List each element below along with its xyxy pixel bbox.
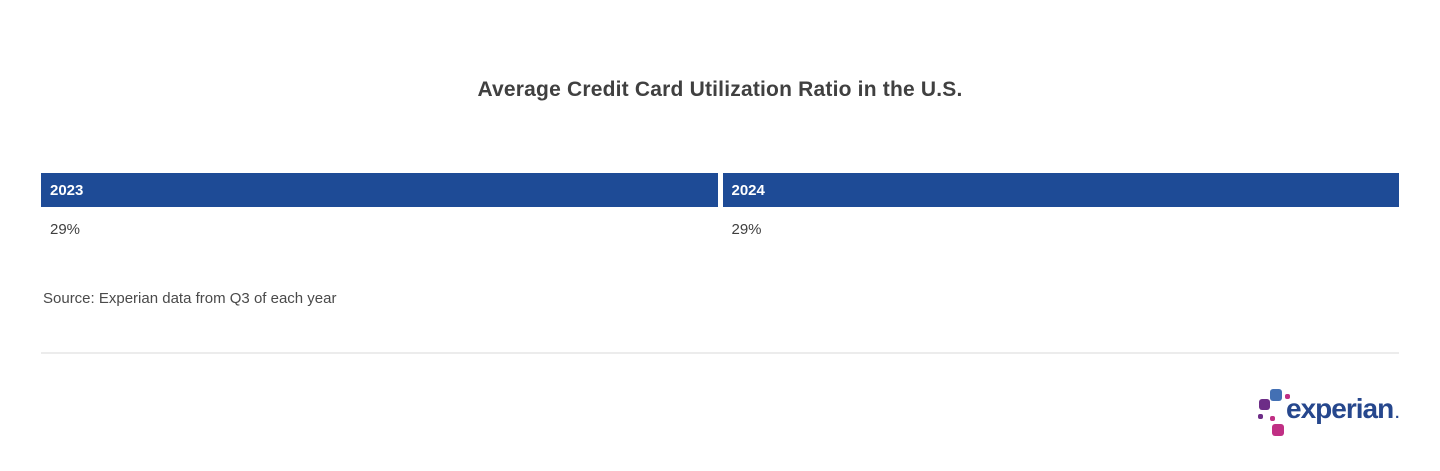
table-header-2024: 2024 — [722, 173, 1399, 207]
logo-magenta-dot-2-icon — [1270, 416, 1275, 421]
source-note: Source: Experian data from Q3 of each ye… — [43, 290, 337, 307]
table-header-2023: 2023 — [41, 173, 718, 207]
utilization-table: 2023 2024 29% 29% — [41, 173, 1399, 238]
table-value-2023: 29% — [50, 221, 81, 238]
logo-purple-dot-icon — [1258, 414, 1263, 419]
experian-wordmark: experian . — [1286, 393, 1399, 425]
experian-logo: experian . — [1258, 389, 1399, 441]
page-title: Average Credit Card Utilization Ratio in… — [477, 78, 963, 101]
logo-magenta-block-icon — [1272, 424, 1284, 436]
horizontal-divider — [41, 352, 1399, 354]
table-header-row: 2023 2024 — [41, 173, 1399, 207]
logo-magenta-dot-icon — [1285, 394, 1290, 399]
logo-purple-block-icon — [1259, 399, 1270, 410]
experian-wordmark-text: experian — [1286, 393, 1394, 424]
experian-trademark-dot: . — [1395, 405, 1400, 422]
table-value-2024: 29% — [731, 221, 762, 238]
table-value-row: 29% 29% — [41, 207, 1399, 238]
logo-blue-block-icon — [1270, 389, 1282, 401]
